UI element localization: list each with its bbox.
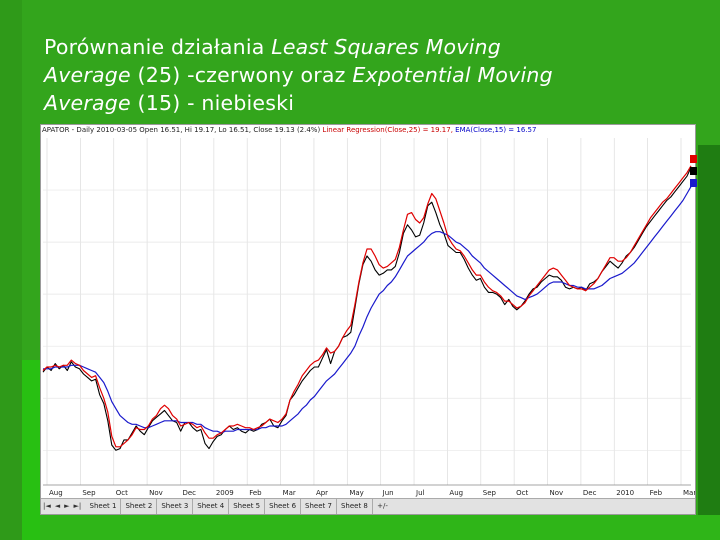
left-decor-bar-light xyxy=(22,360,40,540)
chart-header: APATOR - Daily 2010-03-05 Open 16.51, Hi… xyxy=(41,125,695,138)
x-tick-label: Jun xyxy=(382,489,394,497)
sheet-tab[interactable]: Sheet 5 xyxy=(229,499,266,514)
price-chart: Aug Sep Oct Nov Dec 2009 Feb Mar Apr May Jun Jul Aug… xyxy=(42,138,696,497)
x-tick-label: Mar xyxy=(683,489,696,497)
x-tick-label: Sep xyxy=(82,489,96,497)
lsma-series-line xyxy=(42,165,692,448)
title-text-italic: Average xyxy=(44,63,131,87)
bottom-decor-bar xyxy=(40,515,720,540)
x-tick-label: Dec xyxy=(583,489,597,497)
chart-header-ema: EMA(Close,15) = 16.57 xyxy=(455,126,537,134)
x-tick-label: Sep xyxy=(483,489,497,497)
chart-header-symbol: APATOR - Daily 2010-03-05 Open 16.51, Hi… xyxy=(42,126,323,134)
legend-swatch-blue xyxy=(690,179,697,187)
x-tick-label: 2009 xyxy=(216,489,234,497)
x-tick-label: Aug xyxy=(449,489,463,497)
price-series-line xyxy=(42,167,692,451)
title-text: Porównanie działania xyxy=(44,35,272,59)
x-tick-label: Dec xyxy=(182,489,196,497)
title-text-italic: Least Squares Moving xyxy=(271,35,501,59)
chart-window: Aug Sep Oct Nov Dec 2009 Feb Mar Apr May Jun Jul Aug… xyxy=(40,124,696,515)
sheet-tab[interactable]: Sheet 8 xyxy=(337,499,373,514)
tab-nav-last-icon[interactable]: ►| xyxy=(73,502,82,510)
title-text: (25) -czerwony oraz xyxy=(130,63,353,87)
tab-add-remove[interactable]: +/- xyxy=(377,502,388,510)
x-tick-label: Feb xyxy=(249,489,262,497)
title-text-italic: Average xyxy=(44,91,131,115)
sheet-tabs-bar: |◄ ◄ ► ►| Sheet 1 Sheet 2 Sheet 3 Sheet 4 Sheet… xyxy=(41,498,695,514)
sheet-tab[interactable]: Sheet 2 xyxy=(121,499,158,514)
legend-swatch-black xyxy=(690,167,697,175)
tab-nav-first-icon[interactable]: |◄ xyxy=(43,502,51,510)
x-tick-label: Mar xyxy=(283,489,296,497)
left-decor-bar xyxy=(0,0,22,540)
sheet-tab[interactable]: Sheet 4 xyxy=(193,499,230,514)
x-tick-label: Apr xyxy=(316,489,328,497)
sheet-tab[interactable]: Sheet 3 xyxy=(157,499,194,514)
x-tick-label: Nov xyxy=(149,489,163,497)
x-tick-label: Oct xyxy=(116,489,128,497)
legend-swatch-red xyxy=(690,155,697,163)
x-tick-label: Jul xyxy=(415,489,425,497)
x-tick-label: Nov xyxy=(550,489,564,497)
ema-series-line xyxy=(43,186,692,434)
slide-title: Porównanie działania Least Squares Movin… xyxy=(44,33,704,117)
x-tick-label: Oct xyxy=(516,489,528,497)
sheet-tab[interactable]: Sheet 1 xyxy=(86,499,122,514)
x-tick-label: 2010 xyxy=(616,489,634,497)
tab-nav-next-icon[interactable]: ► xyxy=(64,502,70,510)
x-tick-label: May xyxy=(349,489,363,497)
chart-header-lsma: Linear Regression(Close,25) = 19.17, xyxy=(322,126,456,134)
x-tick-label: Feb xyxy=(650,489,663,497)
title-text-italic: Expotential Moving xyxy=(352,63,553,87)
sheet-tab[interactable]: Sheet 7 xyxy=(301,499,337,514)
title-text: (15) - niebieski xyxy=(130,91,295,115)
tab-nav-prev-icon[interactable]: ◄ xyxy=(54,502,61,510)
right-decor-bar xyxy=(698,145,720,515)
x-tick-label: Aug xyxy=(49,489,63,497)
sheet-tab[interactable]: Sheet 6 xyxy=(265,499,302,514)
